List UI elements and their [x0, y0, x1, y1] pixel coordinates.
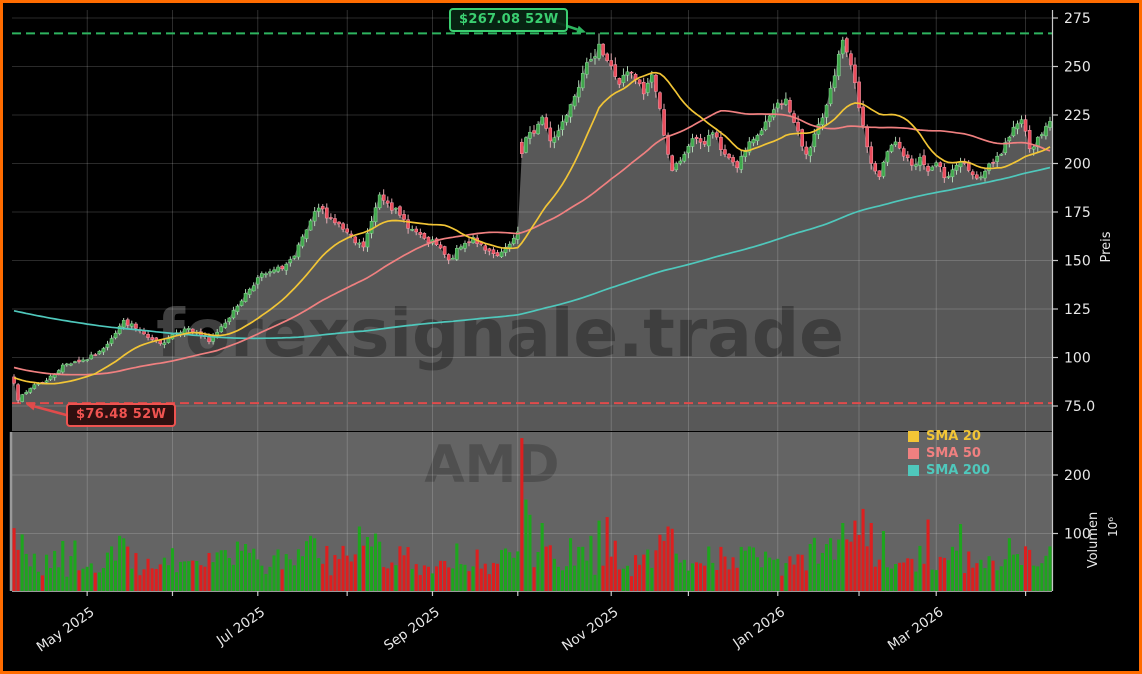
price-tick-label: 225: [1064, 108, 1091, 124]
volume-axis-title: Volumen: [1086, 512, 1101, 569]
legend-swatch-sma50-icon: [908, 448, 919, 459]
price-tick-label: 275: [1064, 11, 1091, 27]
x-tick-label: May 2025: [34, 604, 98, 655]
sma-line-200: [13, 166, 1051, 340]
annotation-52w-low: $76.48 52W: [66, 403, 177, 427]
annotation-52w-high: $267.08 52W: [449, 8, 569, 32]
price-tick-label: 125: [1064, 302, 1091, 318]
watermark-brand: forexsignale.trade: [156, 295, 844, 372]
price-axis-title: Preis: [1099, 231, 1114, 262]
volume-tick-label: 200: [1064, 468, 1091, 484]
legend-row-sma20: SMA 20: [908, 428, 990, 445]
x-tick-label: Nov 2025: [559, 604, 621, 654]
watermark-symbol: AMD: [424, 435, 559, 495]
price-tick-label: 175: [1064, 205, 1091, 221]
annotation-52w-low-label: $76.48 52W: [76, 407, 167, 422]
price-tick-label: 150: [1064, 254, 1091, 270]
x-tick-label: Jul 2025: [213, 604, 268, 649]
legend-label-sma20: SMA 20: [926, 429, 981, 444]
legend-swatch-sma20-icon: [908, 431, 919, 442]
x-tick-label: Sep 2025: [381, 604, 443, 654]
sma-line-20: [13, 71, 1051, 385]
price-tick-label: 75.0: [1064, 399, 1095, 415]
x-tick-label: Mar 2026: [885, 604, 947, 654]
sma-legend: SMA 20 SMA 50 SMA 200: [908, 428, 990, 479]
volume-tick-label: 100: [1064, 527, 1091, 543]
price-tick-label: 100: [1064, 351, 1091, 367]
price-tick-label: 250: [1064, 60, 1091, 76]
legend-swatch-sma200-icon: [908, 465, 919, 476]
legend-label-sma50: SMA 50: [926, 446, 981, 461]
legend-row-sma50: SMA 50: [908, 445, 990, 462]
annotation-52w-high-label: $267.08 52W: [459, 12, 559, 27]
legend-label-sma200: SMA 200: [926, 463, 991, 478]
volume-axis-unit: 10⁶: [1106, 517, 1120, 537]
x-tick-label: Jan 2026: [729, 604, 788, 652]
legend-row-sma200: SMA 200: [908, 462, 990, 479]
price-tick-label: 200: [1064, 157, 1091, 173]
